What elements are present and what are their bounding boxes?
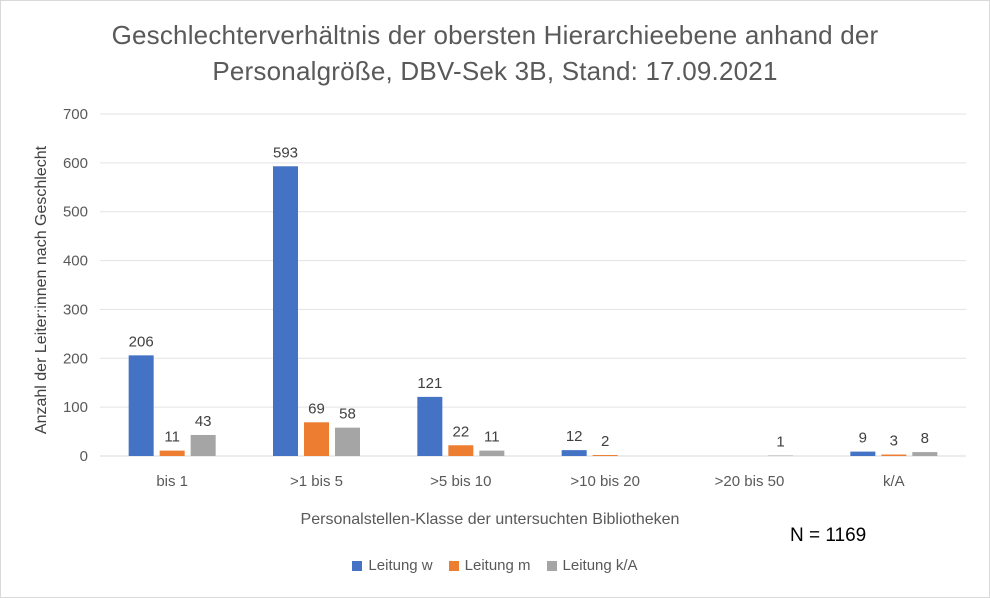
data-label: 11	[484, 429, 500, 446]
x-tick-label: >10 bis 20	[570, 473, 640, 490]
y-axis-label: Anzahl der Leiter:innen nach Geschlecht	[33, 145, 50, 435]
chart-title-line1: Geschlechterverhältnis der obersten Hier…	[111, 20, 879, 50]
data-label: 11	[164, 429, 180, 446]
y-tick-label: 500	[63, 204, 88, 221]
bar	[479, 450, 505, 456]
bar	[304, 422, 329, 456]
legend: Leitung w Leitung m Leitung k/A	[0, 557, 990, 574]
data-label: 43	[195, 413, 212, 430]
data-label: 206	[129, 333, 154, 350]
legend-label-leitung-w: Leitung w	[368, 557, 433, 574]
legend-swatch-leitung-ka	[546, 560, 557, 571]
bar	[128, 355, 154, 456]
y-tick-label: 100	[63, 399, 88, 416]
legend-swatch-leitung-m	[448, 560, 459, 571]
legend-label-leitung-ka: Leitung k/A	[562, 557, 638, 574]
data-label: 121	[417, 375, 442, 392]
x-tick-label: >5 bis 10	[430, 473, 491, 490]
bar	[159, 450, 185, 456]
chart-title-line2: Personalgröße, DBV-Sek 3B, Stand: 17.09.…	[212, 56, 778, 86]
y-tick-label: 700	[63, 106, 88, 123]
bar	[561, 450, 587, 456]
y-tick-label: 600	[63, 155, 88, 172]
data-label: 22	[452, 423, 469, 440]
y-tick-label: 300	[63, 301, 88, 318]
data-label: 12	[566, 428, 583, 445]
x-tick-label: k/A	[883, 473, 905, 490]
x-tick-label: >20 bis 50	[715, 473, 785, 490]
y-tick-label: 0	[80, 448, 88, 465]
bar	[417, 396, 443, 456]
bar	[912, 452, 938, 456]
y-tick-label: 200	[63, 350, 88, 367]
y-tick-label: 400	[63, 253, 88, 270]
data-label: 58	[339, 406, 356, 423]
data-label: 8	[921, 430, 929, 447]
data-label: 69	[308, 400, 325, 417]
x-tick-label: bis 1	[156, 473, 188, 490]
legend-label-leitung-m: Leitung m	[464, 557, 531, 574]
data-label: 593	[273, 144, 298, 161]
legend-item-leitung-w: Leitung w	[352, 557, 433, 574]
sample-size-annotation: N = 1169	[790, 525, 867, 546]
bar	[850, 451, 876, 456]
bar	[881, 454, 907, 456]
data-label: 1	[776, 434, 784, 451]
data-label: 3	[890, 433, 898, 450]
legend-item-leitung-ka: Leitung k/A	[546, 557, 638, 574]
data-label: 2	[601, 433, 609, 450]
x-tick-label: >1 bis 5	[290, 473, 343, 490]
bar	[335, 427, 360, 456]
data-label: 9	[859, 430, 867, 447]
x-axis-label: Personalstellen-Klasse der untersuchten …	[300, 511, 680, 528]
bar	[448, 445, 474, 456]
legend-swatch-leitung-w	[352, 560, 363, 571]
bar	[190, 434, 216, 456]
legend-item-leitung-m: Leitung m	[448, 557, 531, 574]
bar	[273, 166, 298, 456]
bar	[592, 455, 618, 456]
